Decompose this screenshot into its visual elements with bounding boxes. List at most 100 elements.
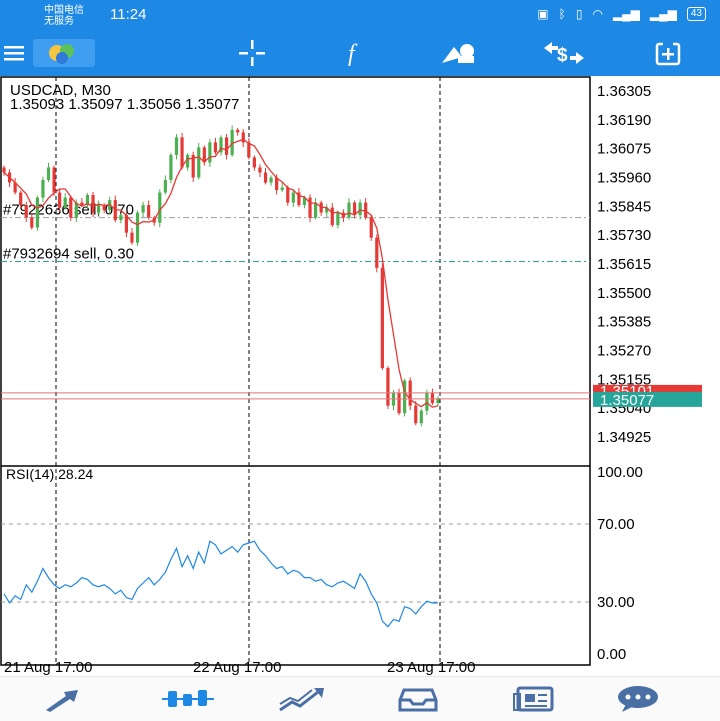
price-axis-label: 1.35270	[597, 343, 651, 360]
chart-area[interactable]: 1.36305 1.36190 1.36075 1.35960 1.35845 1.357…	[0, 76, 720, 676]
menu-icon	[4, 46, 24, 61]
candle-body	[325, 207, 329, 213]
candle-body	[269, 177, 273, 183]
candle-body	[141, 205, 145, 213]
candle-body	[174, 137, 179, 155]
candle-body	[96, 205, 101, 213]
candle-body	[364, 202, 368, 218]
chart-icon	[162, 690, 214, 707]
candle-body	[430, 393, 435, 404]
candle-body	[313, 202, 318, 218]
bid-price-label: 1.35077	[600, 392, 654, 409]
candle-body	[286, 187, 290, 203]
bid-price-box	[593, 391, 702, 407]
trade-icon: $	[544, 42, 584, 66]
rsi-label: RSI(14) 28.24	[6, 466, 93, 482]
order-label: #7932694 sell, 0.30	[3, 245, 134, 262]
candle-body	[258, 167, 262, 173]
app-logo-button[interactable]	[32, 30, 96, 76]
nav-chart[interactable]	[148, 677, 228, 721]
bottom-navigation	[0, 676, 720, 721]
candle-body	[130, 232, 134, 243]
history-icon	[398, 688, 438, 712]
candle-body	[380, 267, 384, 369]
candle-body	[336, 212, 340, 226]
candle-body	[85, 195, 90, 206]
candle-body	[19, 192, 23, 206]
candle-body	[291, 192, 295, 203]
price-axis-label: 1.34925	[597, 429, 651, 446]
carrier-info: 中国电信 无服务	[44, 5, 84, 27]
candle-body	[330, 207, 334, 226]
candle-body	[436, 398, 440, 404]
wifi-icon: ◠	[592, 7, 603, 21]
candle-body	[369, 217, 373, 238]
rsi-axis-label: 70.00	[597, 516, 635, 533]
candle-body	[180, 137, 184, 168]
candle-body	[2, 167, 6, 173]
candle-body	[63, 197, 67, 208]
candle-body	[169, 154, 173, 181]
candle-body	[46, 167, 51, 181]
ohlc-values: 1.35093 1.35097 1.35056 1.35077	[10, 96, 239, 113]
candle-body	[297, 192, 301, 206]
candle-body	[263, 172, 268, 183]
trade-icon	[279, 688, 324, 712]
price-axis-label: 1.35155	[597, 371, 651, 388]
indicators-icon: f	[348, 41, 358, 66]
signal-icon-2: ▂▄▆	[649, 7, 677, 21]
candle-body	[58, 192, 62, 208]
svg-text:f: f	[348, 41, 358, 66]
candle-body	[425, 393, 429, 411]
price-axis-label: 1.35730	[597, 227, 651, 244]
candle-body	[119, 215, 123, 221]
trade-button[interactable]: $	[540, 30, 588, 76]
candle-body	[247, 142, 251, 158]
crosshair-icon	[239, 40, 265, 66]
candle-body	[147, 205, 151, 218]
candle-body	[69, 197, 73, 218]
indicators-button[interactable]: f	[334, 30, 378, 76]
candle-body	[414, 405, 418, 424]
candle-body	[213, 142, 218, 153]
candle-body	[386, 368, 390, 406]
candle-body	[135, 212, 140, 243]
candle-body	[13, 182, 17, 193]
candle-body	[236, 129, 240, 133]
time-axis-label: 23 Aug 17:00	[387, 659, 475, 676]
candle-body	[208, 142, 212, 163]
order-label: #7922636 sell, 0.70	[3, 202, 134, 219]
nav-quotes[interactable]	[22, 677, 102, 721]
candle-body	[375, 237, 379, 268]
candle-body	[275, 177, 279, 191]
candle-body	[302, 197, 307, 206]
price-axis-label: 1.36190	[597, 112, 651, 129]
battery-icon: 43	[686, 7, 706, 21]
objects-button[interactable]	[436, 30, 480, 76]
candle-body	[403, 380, 407, 414]
nav-history[interactable]	[378, 677, 458, 721]
menu-button[interactable]	[0, 30, 28, 76]
new-order-button[interactable]	[646, 30, 690, 76]
price-axis-label: 1.35845	[597, 198, 651, 215]
candle-body	[219, 137, 223, 153]
candle-body	[241, 132, 245, 143]
quotes-icon	[46, 690, 78, 712]
candle-body	[397, 393, 401, 414]
time-axis-label: 22 Aug 17:00	[193, 659, 281, 676]
candle-body	[252, 157, 256, 168]
price-axis-label: 1.36075	[597, 141, 651, 158]
nav-chat[interactable]	[598, 677, 678, 721]
objects-icon	[442, 44, 474, 63]
status-icons: ▣ ᛒ ▯ ◠ ▂▄▆ ▂▄▆ 43	[537, 7, 706, 21]
candle-body	[419, 410, 423, 424]
candle-body	[74, 202, 78, 218]
crosshair-button[interactable]	[230, 30, 274, 76]
nav-news[interactable]	[494, 677, 574, 721]
nav-trade[interactable]	[264, 677, 344, 721]
nfc-icon: ▣	[537, 7, 549, 21]
candle-body	[186, 154, 190, 168]
price-axis-label: 1.36305	[597, 83, 651, 100]
candle-body	[41, 180, 45, 198]
price-axis-label: 1.35960	[597, 170, 651, 187]
